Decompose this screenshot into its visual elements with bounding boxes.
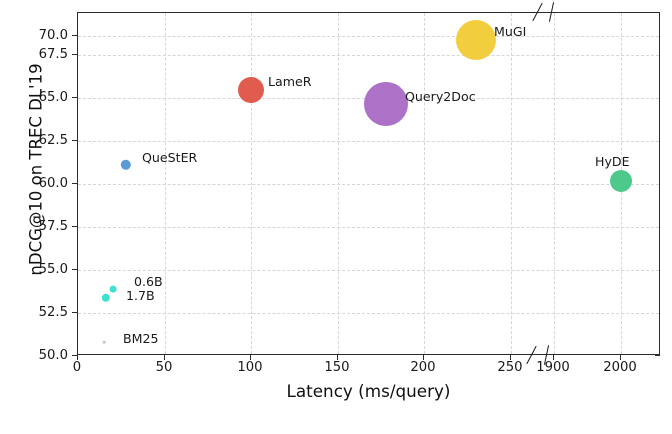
data-point-label-quester: QueStER [142, 150, 198, 165]
data-point-quester[interactable] [120, 159, 132, 171]
gridline-vertical [424, 13, 425, 354]
y-tick-label: 50.0 [38, 348, 68, 363]
gridline-horizontal [78, 141, 659, 142]
gridline-horizontal [78, 36, 659, 37]
x-tick-label: 200 [410, 360, 436, 375]
x-tick-mark [620, 355, 621, 360]
plot-area: BM25 1.7B 0.6B QueStER LameR Query2Doc MuGI HyD… [77, 12, 660, 355]
data-point-0-6b[interactable] [109, 285, 117, 293]
y-tick-mark [72, 226, 77, 227]
y-tick-label: 65.0 [38, 90, 68, 105]
x-tick-label: 0 [72, 360, 82, 375]
data-point-label-bm25: BM25 [123, 331, 159, 346]
y-tick-mark [72, 35, 77, 36]
data-point-hyde[interactable] [610, 170, 632, 192]
x-tick-mark [250, 355, 251, 360]
gridline-vertical [165, 13, 166, 354]
gridline-vertical [511, 13, 512, 354]
x-tick-label: 2000 [603, 360, 637, 375]
gridline-vertical [338, 13, 339, 354]
x-tick-label: 150 [324, 360, 350, 375]
x-axis-title: Latency (ms/query) [286, 381, 451, 401]
data-point-query2doc[interactable] [364, 82, 408, 126]
x-tick-mark [77, 355, 78, 360]
gridline-vertical [554, 13, 555, 354]
data-point-1-7b[interactable] [101, 293, 111, 303]
gridline-horizontal [78, 184, 659, 185]
y-tick-mark-right [655, 355, 660, 356]
y-tick-mark [72, 355, 77, 356]
data-point-label-0-6b: 0.6B [134, 274, 163, 289]
x-tick-label: 50 [155, 360, 173, 375]
y-tick-mark [72, 54, 77, 55]
data-point-lamer[interactable] [238, 77, 264, 103]
y-tick-mark [72, 312, 77, 313]
y-tick-mark [72, 183, 77, 184]
y-tick-mark [72, 140, 77, 141]
x-tick-mark [164, 355, 165, 360]
y-tick-label: 57.5 [38, 219, 68, 234]
y-tick-label: 70.0 [38, 28, 68, 43]
y-tick-mark [72, 97, 77, 98]
y-tick-mark [72, 269, 77, 270]
y-tick-label: 55.0 [38, 262, 68, 277]
data-point-label-query2doc: Query2Doc [405, 89, 476, 104]
data-point-mugi[interactable] [456, 20, 496, 60]
data-point-label-hyde: HyDE [595, 154, 630, 169]
x-tick-mark [510, 355, 511, 360]
data-point-bm25[interactable] [102, 340, 106, 344]
data-point-label-mugi: MuGI [494, 24, 527, 39]
y-tick-label: 52.5 [38, 305, 68, 320]
gridline-horizontal [78, 55, 659, 56]
gridline-horizontal [78, 313, 659, 314]
x-tick-label: 250 [497, 360, 523, 375]
gridline-horizontal [78, 270, 659, 271]
x-tick-mark [423, 355, 424, 360]
x-tick-mark [337, 355, 338, 360]
x-tick-label: 1900 [536, 360, 570, 375]
x-tick-label: 100 [237, 360, 263, 375]
y-tick-label: 60.0 [38, 176, 68, 191]
x-tick-mark [553, 355, 554, 360]
data-point-label-1-7b: 1.7B [126, 288, 155, 303]
gridline-horizontal [78, 227, 659, 228]
y-tick-label: 62.5 [38, 133, 68, 148]
gridline-vertical [251, 13, 252, 354]
y-tick-label: 67.5 [38, 47, 68, 62]
data-point-label-lamer: LameR [268, 74, 312, 89]
